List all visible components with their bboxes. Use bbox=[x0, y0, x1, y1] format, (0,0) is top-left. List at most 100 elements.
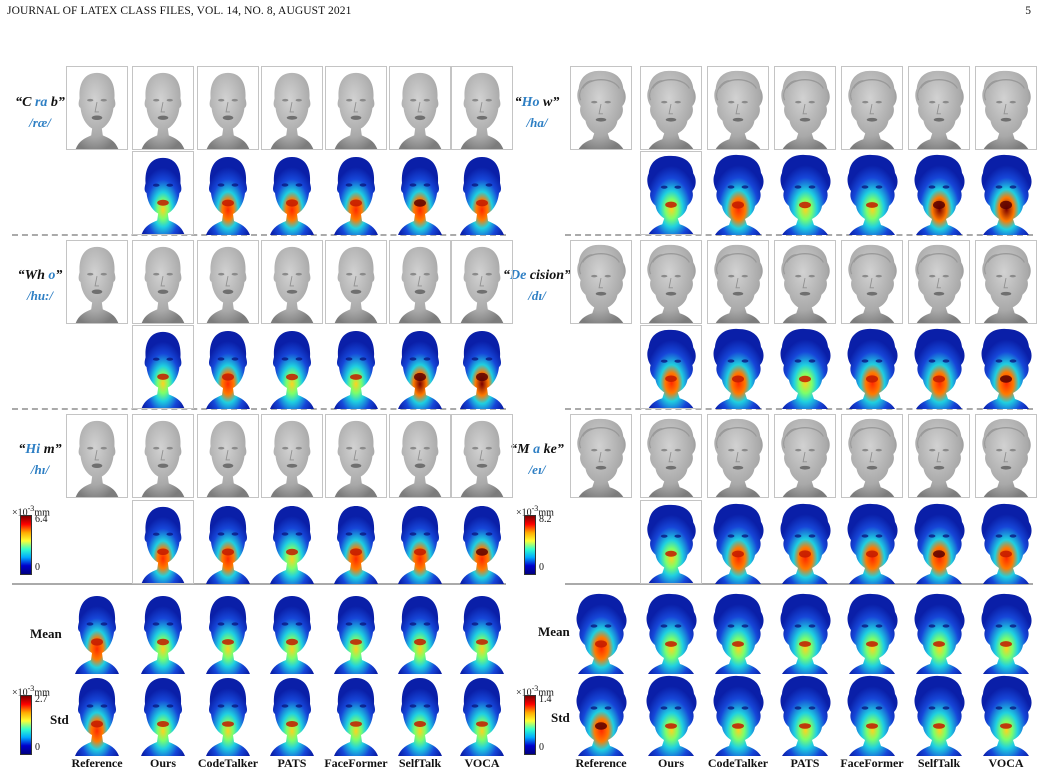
word-label-decision: “De cision” bbox=[503, 268, 572, 283]
mesh-render-male bbox=[66, 66, 128, 150]
mesh-render-male bbox=[451, 66, 513, 150]
colorbar-min-left-std: 0 bbox=[35, 742, 40, 753]
mean-heatmap-female bbox=[640, 590, 702, 674]
mean-heatmap-female bbox=[707, 590, 769, 674]
mesh-render-male bbox=[132, 414, 194, 498]
mean-heatmap-female bbox=[908, 590, 970, 674]
mesh-render-female bbox=[570, 414, 632, 498]
std-heatmap-male bbox=[389, 672, 451, 756]
word-label-him: “Hi m” bbox=[18, 442, 62, 457]
column-label-left: SelfTalk bbox=[398, 756, 442, 770]
phoneme-crab: /ræ/ bbox=[29, 115, 51, 130]
error-heatmap-male bbox=[451, 325, 513, 409]
mesh-render-female bbox=[774, 240, 836, 324]
mean-heatmap-female bbox=[774, 590, 836, 674]
error-heatmap-male bbox=[197, 151, 259, 235]
column-label-left: VOCA bbox=[464, 756, 500, 770]
mesh-render-female bbox=[640, 240, 702, 324]
error-heatmap-male bbox=[325, 325, 387, 409]
colorbar-unit-right-error: ×10-3mm bbox=[516, 504, 554, 519]
mesh-render-female bbox=[908, 414, 970, 498]
colorbar-max-right-std: 1.4 bbox=[539, 694, 552, 705]
mean-heatmap-male bbox=[197, 590, 259, 674]
mean-label-left: Mean bbox=[30, 626, 62, 641]
mesh-render-male bbox=[325, 414, 387, 498]
stats-separator bbox=[12, 583, 506, 585]
std-heatmap-female bbox=[975, 672, 1037, 756]
column-label-right: VOCA bbox=[988, 756, 1024, 770]
column-label-right: CodeTalker bbox=[707, 756, 769, 770]
error-heatmap-female bbox=[841, 151, 903, 235]
mesh-render-female bbox=[841, 414, 903, 498]
error-heatmap-female bbox=[640, 151, 702, 235]
error-heatmap-female bbox=[640, 325, 702, 409]
mesh-render-female bbox=[841, 240, 903, 324]
error-heatmap-female bbox=[707, 500, 769, 584]
mesh-render-male bbox=[261, 240, 323, 324]
mesh-render-female bbox=[908, 66, 970, 150]
error-heatmap-male bbox=[132, 500, 194, 584]
stats-separator bbox=[565, 583, 1033, 585]
mesh-render-female bbox=[640, 66, 702, 150]
mean-heatmap-female bbox=[841, 590, 903, 674]
error-heatmap-male bbox=[451, 151, 513, 235]
error-heatmap-female bbox=[707, 325, 769, 409]
phoneme-how: /ha/ bbox=[526, 115, 548, 130]
mesh-render-male bbox=[389, 414, 451, 498]
mesh-render-male bbox=[261, 66, 323, 150]
error-heatmap-male bbox=[197, 500, 259, 584]
colorbar-right-std bbox=[524, 695, 536, 755]
colorbar-right-error bbox=[524, 515, 536, 575]
column-label-left: Ours bbox=[149, 756, 176, 770]
std-heatmap-female bbox=[774, 672, 836, 756]
std-heatmap-female bbox=[841, 672, 903, 756]
mesh-render-female bbox=[707, 240, 769, 324]
error-heatmap-female bbox=[975, 151, 1037, 235]
mesh-render-male bbox=[261, 414, 323, 498]
mean-heatmap-male bbox=[66, 590, 128, 674]
mesh-render-male bbox=[66, 414, 128, 498]
row-separator bbox=[565, 408, 1033, 410]
word-label-crab: “C ra b” bbox=[15, 95, 65, 110]
error-heatmap-male bbox=[389, 325, 451, 409]
error-heatmap-male bbox=[261, 500, 323, 584]
std-label-left: Std bbox=[50, 712, 69, 727]
colorbar-max-left-error: 6.4 bbox=[35, 514, 48, 525]
colorbar-left-std bbox=[20, 695, 32, 755]
error-heatmap-female bbox=[975, 500, 1037, 584]
mesh-render-male bbox=[197, 240, 259, 324]
std-heatmap-male bbox=[132, 672, 194, 756]
error-heatmap-female bbox=[640, 500, 702, 584]
mesh-render-male bbox=[197, 66, 259, 150]
colorbar-unit-right-std: ×10-3mm bbox=[516, 684, 554, 699]
colorbar-max-right-error: 8.2 bbox=[539, 514, 552, 525]
colorbar-min-left-error: 0 bbox=[35, 562, 40, 573]
mesh-render-female bbox=[570, 240, 632, 324]
error-heatmap-female bbox=[774, 500, 836, 584]
mesh-render-female bbox=[707, 414, 769, 498]
error-heatmap-male bbox=[389, 500, 451, 584]
mesh-render-female bbox=[570, 66, 632, 150]
column-label-right: Ours bbox=[657, 756, 684, 770]
mean-label-right: Mean bbox=[538, 624, 570, 639]
std-heatmap-male bbox=[451, 672, 513, 756]
mesh-render-female bbox=[707, 66, 769, 150]
mean-heatmap-male bbox=[261, 590, 323, 674]
error-heatmap-male bbox=[197, 325, 259, 409]
error-heatmap-male bbox=[325, 151, 387, 235]
mesh-render-male bbox=[389, 66, 451, 150]
mesh-render-male bbox=[197, 414, 259, 498]
mesh-render-female bbox=[640, 414, 702, 498]
mesh-render-female bbox=[774, 66, 836, 150]
mesh-render-male bbox=[451, 414, 513, 498]
mesh-render-female bbox=[841, 66, 903, 150]
error-heatmap-male bbox=[261, 151, 323, 235]
colorbar-unit-left-error: ×10-3mm bbox=[12, 504, 50, 519]
column-label-right: FaceFormer bbox=[840, 756, 904, 770]
mesh-render-female bbox=[975, 66, 1037, 150]
column-label-left: Reference bbox=[71, 756, 123, 770]
phoneme-who: /hu:/ bbox=[26, 288, 53, 303]
error-heatmap-male bbox=[132, 151, 194, 235]
mesh-render-female bbox=[975, 414, 1037, 498]
mesh-render-female bbox=[908, 240, 970, 324]
